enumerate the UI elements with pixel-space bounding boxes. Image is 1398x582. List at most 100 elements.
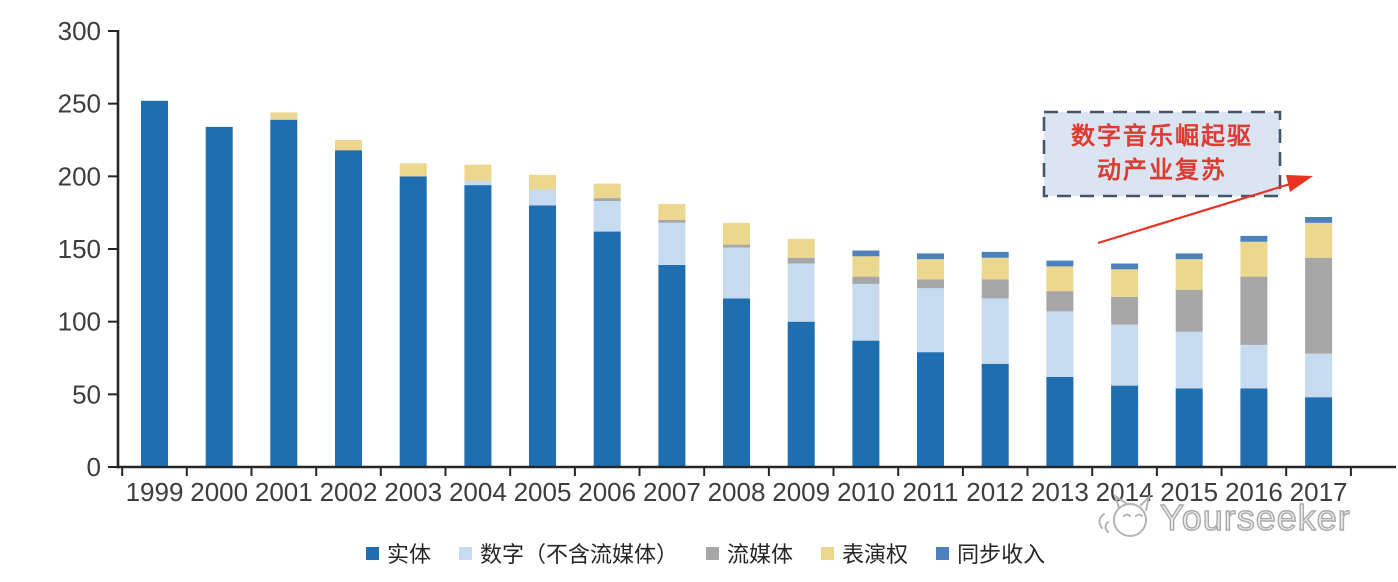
bar-segment xyxy=(593,231,621,467)
bar-segment xyxy=(981,251,1009,258)
bar-segment xyxy=(1046,311,1074,377)
x-tick-label: 2008 xyxy=(708,477,766,507)
bar-segment xyxy=(335,150,362,467)
bar-segment xyxy=(1305,397,1333,467)
bar-segment xyxy=(1240,241,1268,277)
x-tick-label: 2015 xyxy=(1160,477,1218,507)
bar-segment xyxy=(981,257,1009,280)
bar-segment xyxy=(1305,257,1333,354)
legend-item: 实体 xyxy=(366,537,431,569)
bar-segment xyxy=(1240,235,1268,242)
bar-segment xyxy=(1240,276,1268,345)
bar-segment xyxy=(1305,353,1333,398)
bar-segment xyxy=(593,183,621,199)
y-tick-label: 150 xyxy=(58,234,101,264)
bar-segment xyxy=(399,163,427,177)
x-tick-label: 2009 xyxy=(772,477,830,507)
x-tick-label: 2014 xyxy=(1096,477,1154,507)
bar-segment xyxy=(723,247,750,299)
x-tick-label: 1999 xyxy=(126,477,184,507)
bar-segment xyxy=(852,250,880,257)
y-tick-label: 100 xyxy=(58,307,101,337)
legend-label: 流媒体 xyxy=(727,542,794,567)
bar-segment xyxy=(1240,344,1268,389)
bar-segment xyxy=(464,180,492,186)
bar-segment xyxy=(1046,291,1074,312)
bar-segment xyxy=(1175,259,1203,290)
bar-segment xyxy=(1046,266,1074,292)
bar-segment xyxy=(270,119,298,467)
bar-segment xyxy=(917,259,944,280)
bar-segment xyxy=(1175,331,1203,389)
legend-swatch-icon xyxy=(459,546,473,560)
bar-segment xyxy=(787,321,815,467)
bar-segment xyxy=(270,112,298,120)
x-tick-label: 2006 xyxy=(578,477,636,507)
bar-segment xyxy=(1111,269,1139,297)
bar-segment xyxy=(1175,388,1203,467)
bar-segment xyxy=(335,140,362,151)
x-tick-label: 2011 xyxy=(903,477,959,507)
bar-segment xyxy=(852,276,880,284)
legend-swatch-icon xyxy=(366,546,379,560)
bar-segment xyxy=(1175,253,1203,260)
bar-segment xyxy=(205,126,233,468)
x-tick-label: 2007 xyxy=(643,477,701,507)
bar-segment xyxy=(658,203,686,220)
bar-segment xyxy=(529,189,556,206)
legend-label: 同步收入 xyxy=(957,542,1046,567)
y-tick-label: 200 xyxy=(58,161,101,191)
bar-segment xyxy=(529,205,556,467)
legend: 实体 数字（不含流媒体） 流媒体 表演权 同步收入 xyxy=(366,537,1045,569)
legend-swatch-icon xyxy=(936,546,950,560)
legend-swatch-icon xyxy=(821,546,835,560)
bar-segment xyxy=(981,279,1009,299)
bar-segment xyxy=(593,198,621,201)
bar-segment xyxy=(464,185,492,467)
legend-item: 表演权 xyxy=(821,537,908,569)
bar-segment xyxy=(658,222,686,265)
bar-segment xyxy=(1111,297,1139,325)
x-tick-label: 2013 xyxy=(1031,477,1089,507)
legend-label: 实体 xyxy=(387,542,432,567)
bar-segment xyxy=(981,363,1009,467)
bar-segment xyxy=(1111,324,1139,386)
legend-label: 表演权 xyxy=(842,542,909,567)
bar-segment xyxy=(658,219,686,223)
legend-item: 同步收入 xyxy=(936,537,1045,569)
bar-segment xyxy=(1305,222,1333,258)
bar-segment xyxy=(1305,217,1333,223)
bar-segment xyxy=(1046,260,1074,267)
x-tick-label: 2005 xyxy=(514,477,572,507)
y-tick-label: 0 xyxy=(87,452,101,482)
bar-segment xyxy=(1111,263,1139,270)
bar-segment xyxy=(593,201,621,232)
y-tick-label: 50 xyxy=(72,379,101,409)
legend-swatch-icon xyxy=(706,546,720,560)
x-tick-label: 2010 xyxy=(837,477,895,507)
legend-item: 流媒体 xyxy=(706,537,793,569)
bar-segment xyxy=(917,253,944,260)
x-tick-label: 2004 xyxy=(449,477,507,507)
legend-label: 数字（不含流媒体） xyxy=(480,542,679,567)
bar-segment xyxy=(917,279,944,289)
bar-segment xyxy=(917,288,944,353)
bar-segment xyxy=(787,238,815,258)
x-tick-label: 2001 xyxy=(255,477,313,507)
bar-segment xyxy=(787,263,815,322)
x-tick-label: 2000 xyxy=(190,477,248,507)
x-tick-label: 2002 xyxy=(320,477,378,507)
bar-segment xyxy=(852,340,880,467)
y-tick-label: 250 xyxy=(58,89,101,119)
x-tick-label: 2016 xyxy=(1225,477,1283,507)
x-tick-label: 2003 xyxy=(384,477,442,507)
bar-segment xyxy=(723,222,750,245)
x-tick-label: 2017 xyxy=(1290,477,1348,507)
bar-segment xyxy=(723,298,750,467)
bar-segment xyxy=(723,244,750,248)
x-tick-label: 2012 xyxy=(966,477,1024,507)
bar-segment xyxy=(852,256,880,277)
bar-segment xyxy=(917,352,944,467)
